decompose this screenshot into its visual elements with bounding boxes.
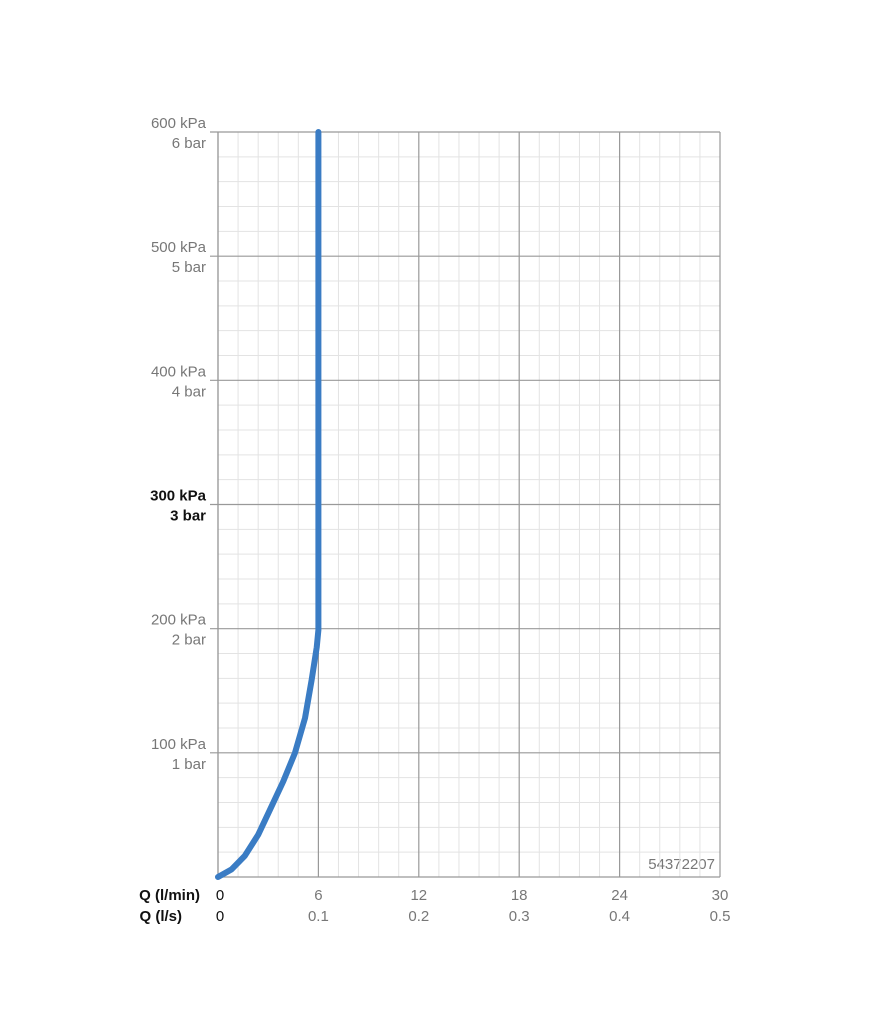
y2-tick-label: 6 bar bbox=[172, 135, 206, 152]
x2-axis-label: Q (l/s) bbox=[139, 908, 182, 925]
x2-tick-label: 0.4 bbox=[609, 908, 630, 925]
y2-tick-label: 2 bar bbox=[172, 632, 206, 649]
annotation: 54372207 bbox=[648, 856, 715, 873]
y-tick-label: 600 kPa bbox=[151, 115, 207, 132]
x-tick-label: 6 bbox=[314, 887, 322, 904]
y2-tick-label: 4 bar bbox=[172, 383, 206, 400]
y-tick-label: 100 kPa bbox=[151, 736, 207, 753]
y2-tick-label: 5 bar bbox=[172, 259, 206, 276]
y-tick-label: 200 kPa bbox=[151, 612, 207, 629]
y2-tick-label: 3 bar bbox=[170, 507, 206, 524]
y-tick-label: 300 kPa bbox=[150, 487, 207, 504]
x-tick-label: 30 bbox=[712, 887, 729, 904]
x-tick-label: 0 bbox=[216, 887, 224, 904]
x-tick-label: 18 bbox=[511, 887, 528, 904]
y-tick-label: 500 kPa bbox=[151, 239, 207, 256]
x-tick-label: 24 bbox=[611, 887, 628, 904]
x2-tick-label: 0 bbox=[216, 908, 224, 925]
x-tick-label: 12 bbox=[410, 887, 427, 904]
x2-tick-label: 0.5 bbox=[710, 908, 731, 925]
series-line bbox=[215, 129, 322, 880]
y-tick-label: 400 kPa bbox=[151, 363, 207, 380]
x2-tick-label: 0.2 bbox=[408, 908, 429, 925]
x2-tick-label: 0.1 bbox=[308, 908, 329, 925]
x-axis-label: Q (l/min) bbox=[139, 887, 200, 904]
y2-tick-label: 1 bar bbox=[172, 756, 206, 773]
x2-tick-label: 0.3 bbox=[509, 908, 530, 925]
